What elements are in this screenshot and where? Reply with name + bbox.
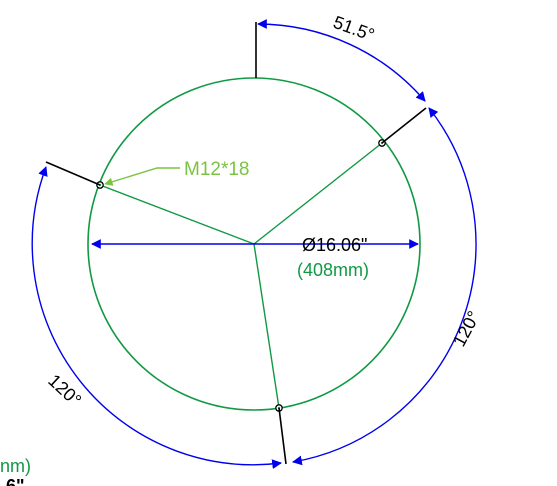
extension-line-left	[45, 161, 101, 186]
angle-arc-top	[257, 19, 426, 102]
angle-left-label: 120°	[44, 370, 85, 410]
angle-arc-left	[31, 166, 282, 469]
extension-line-bottom	[278, 407, 287, 465]
diameter-inch-label: Ø16.06"	[302, 235, 367, 255]
angle-right-label: 120°	[449, 308, 484, 350]
spoke-right	[253, 142, 383, 245]
clipped-mm-label: nm)	[0, 456, 31, 476]
diameter-mm-label: (408mm)	[297, 260, 369, 280]
angle-top-label: 51.5°	[331, 12, 378, 45]
spoke-left	[99, 184, 255, 245]
angle-arc-right	[292, 107, 477, 466]
bolt-spec-label: M12*18	[184, 159, 250, 180]
bolt-spec-leader	[104, 167, 180, 186]
spoke-bottom	[253, 243, 280, 409]
clipped-inch-label: 6"	[6, 476, 25, 486]
extension-line-right	[381, 107, 427, 144]
